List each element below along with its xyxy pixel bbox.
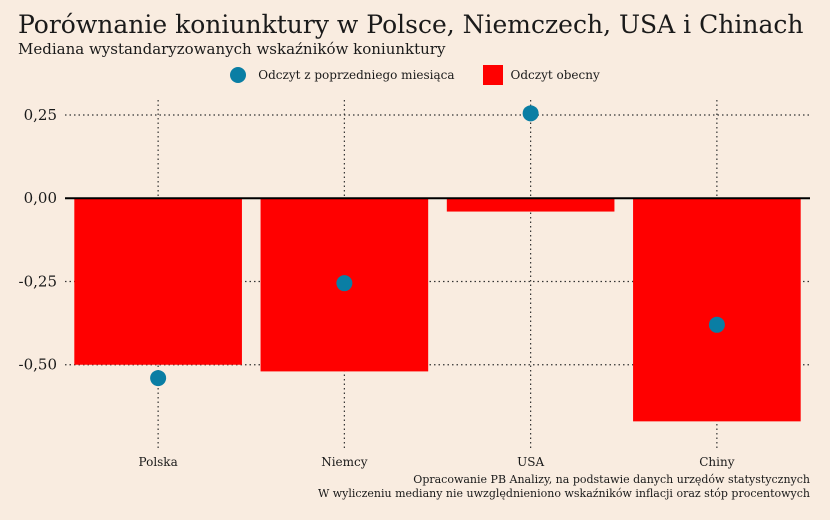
legend-square-marker <box>482 65 503 85</box>
legend: Odczyt z poprzedniego miesiąca Odczyt ob… <box>0 65 830 85</box>
chart-title: Porównanie koniunktury w Polsce, Niemcze… <box>18 10 804 39</box>
legend-item-current: Odczyt obecny <box>482 65 600 85</box>
x-tick-label: Chiny <box>699 455 734 469</box>
point-niemcy <box>336 275 353 292</box>
legend-label-current: Odczyt obecny <box>510 68 600 82</box>
point-usa <box>522 105 539 122</box>
caption-line-1: Opracowanie PB Analizy, na podstawie dan… <box>413 473 810 486</box>
legend-label-previous: Odczyt z poprzedniego miesiąca <box>258 68 455 82</box>
y-tick-label: -0,50 <box>19 356 57 374</box>
point-polska <box>150 370 167 387</box>
point-chiny <box>708 316 725 333</box>
bar-polska <box>74 198 242 365</box>
bar-usa <box>446 198 615 212</box>
caption-line-2: W wyliczeniu mediany nie uwzględnieniono… <box>317 487 810 500</box>
y-tick-label: 0,25 <box>24 106 57 124</box>
x-tick-label: Niemcy <box>321 455 368 469</box>
y-tick-label: -0,25 <box>19 272 57 290</box>
source-caption: Opracowanie PB Analizy, na podstawie dan… <box>318 473 810 501</box>
legend-item-previous: Odczyt z poprzedniego miesiąca <box>230 67 455 83</box>
chart-subtitle: Mediana wystandaryzowanych wskaźników ko… <box>18 40 446 58</box>
bar-chiny <box>633 198 801 422</box>
legend-dot-marker <box>230 67 247 83</box>
x-tick-label: USA <box>517 455 544 469</box>
y-tick-label: 0,00 <box>24 189 57 207</box>
chart-plot: 0,25 0,00 -0,25 -0,50 Polska Niemcy USA Chiny <box>19 100 810 469</box>
x-tick-label: Polska <box>139 455 178 469</box>
